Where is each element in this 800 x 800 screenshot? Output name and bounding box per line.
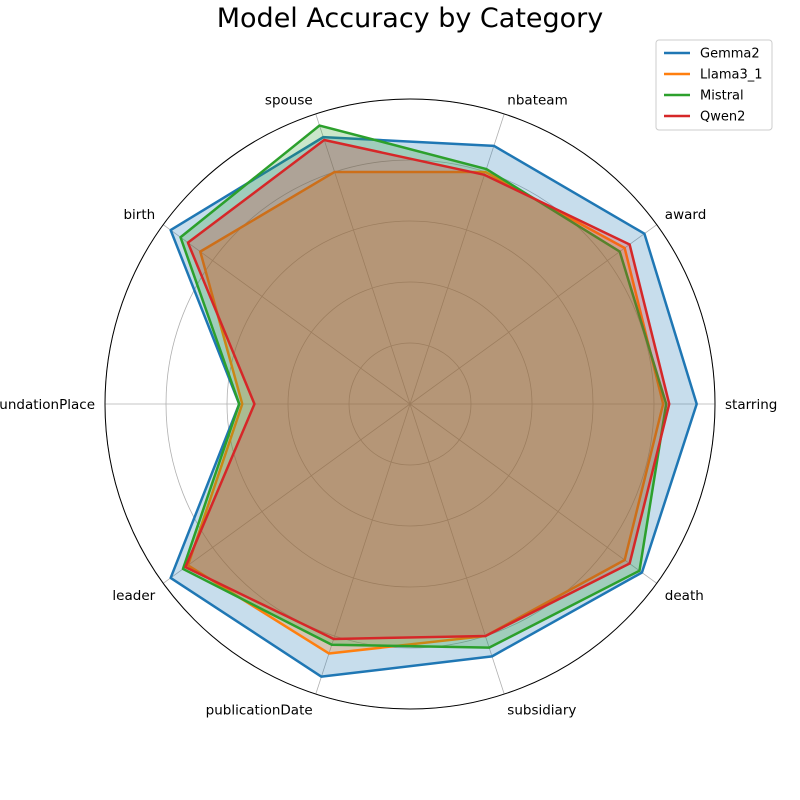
- category-label: death: [665, 588, 704, 604]
- legend-box: [655, 39, 773, 131]
- category-label: nbateam: [507, 92, 567, 108]
- legend-label: Mistral: [700, 89, 744, 104]
- grid-spoke: [409, 224, 657, 405]
- series-qwen2: [184, 138, 671, 641]
- category-label: spouse: [265, 92, 313, 108]
- category-label: leader: [112, 588, 155, 604]
- legend-item: Qwen2: [664, 110, 745, 125]
- legend-item: Gemma2: [664, 47, 760, 62]
- category-label: starring: [725, 397, 777, 413]
- series-area: [184, 138, 671, 641]
- grid-spoke: [409, 403, 657, 584]
- category-label: award: [665, 207, 706, 223]
- category-label: birth: [123, 207, 155, 223]
- legend: Gemma2 Llama3_1 Mistral Qwen2: [655, 39, 773, 131]
- legend-item: Llama3_1: [664, 68, 763, 83]
- legend-label: Gemma2: [700, 47, 760, 62]
- grid-spoke: [409, 113, 505, 405]
- grid-spoke: [409, 403, 505, 695]
- polar-grid: [104, 98, 716, 710]
- grid-spoke: [163, 403, 411, 584]
- category-label: foundationPlace: [0, 397, 95, 413]
- grid-spoke: [163, 224, 411, 405]
- chart-title: Model Accuracy by Category: [217, 3, 604, 34]
- legend-label: Qwen2: [700, 110, 745, 125]
- grid-spoke: [315, 113, 411, 405]
- outer-frame: [104, 98, 716, 710]
- category-label: publicationDate: [206, 703, 313, 719]
- series-layer: [169, 124, 698, 678]
- category-labels: starring award nbateam spouse birth foundatio…: [0, 92, 777, 718]
- legend-item: Mistral: [664, 89, 744, 104]
- category-label: subsidiary: [507, 703, 576, 719]
- legend-label: Llama3_1: [700, 68, 763, 83]
